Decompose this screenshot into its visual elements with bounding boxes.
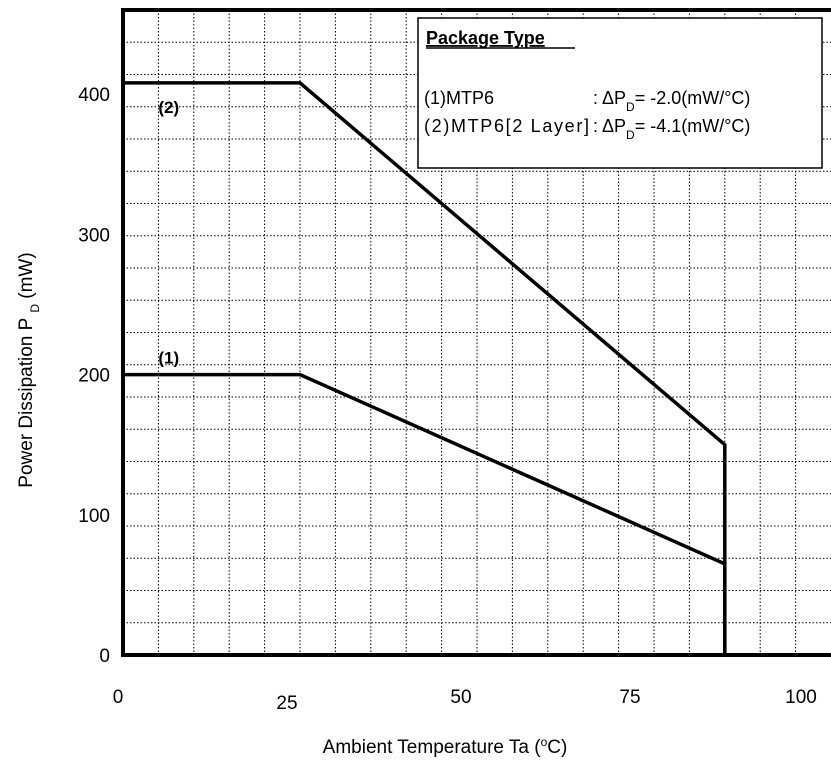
- legend-entry-name: (2)MTP6[2 Layer]: [424, 116, 589, 136]
- series-label-2: (2): [158, 98, 179, 117]
- x-tick-label: 100: [785, 687, 817, 708]
- legend-entry-value: : ΔPD= -4.1(mW/°C): [593, 116, 750, 142]
- series-line-2: [123, 81, 727, 655]
- legend: Package Type (1)MTP6 : ΔPD= -2.0(mW/°C)(2…: [417, 17, 823, 169]
- x-tick-label: 75: [619, 687, 640, 708]
- series: (1) (2): [123, 81, 727, 655]
- y-axis-title: Power Dissipation PD (mW): [16, 252, 42, 487]
- x-tick-label: 25: [276, 693, 297, 714]
- y-tick-label: 0: [99, 646, 110, 667]
- legend-entry-name: (1)MTP6: [424, 88, 494, 108]
- legend-title: Package Type: [426, 28, 545, 48]
- legend-box: [417, 17, 823, 169]
- y-tick-label: 400: [78, 85, 110, 106]
- tick-labels: 0 25 50 75 100 0 100 200 300 400: [78, 85, 817, 714]
- axes: [121, 8, 831, 657]
- y-tick-label: 300: [78, 225, 110, 246]
- y-tick-label: 100: [78, 506, 110, 527]
- series-label-1: (1): [158, 349, 179, 368]
- legend-entries: (1)MTP6 : ΔPD= -2.0(mW/°C)(2)MTP6[2 Layer…: [424, 88, 750, 142]
- legend-entry-value: : ΔPD= -2.0(mW/°C): [593, 88, 750, 114]
- x-tick-label: 50: [450, 687, 471, 708]
- x-axis-title: Ambient Temperature Ta (oC): [323, 735, 568, 758]
- x-tick-label: 0: [113, 687, 124, 708]
- series-line-1: [123, 372, 727, 655]
- y-tick-label: 200: [78, 366, 110, 387]
